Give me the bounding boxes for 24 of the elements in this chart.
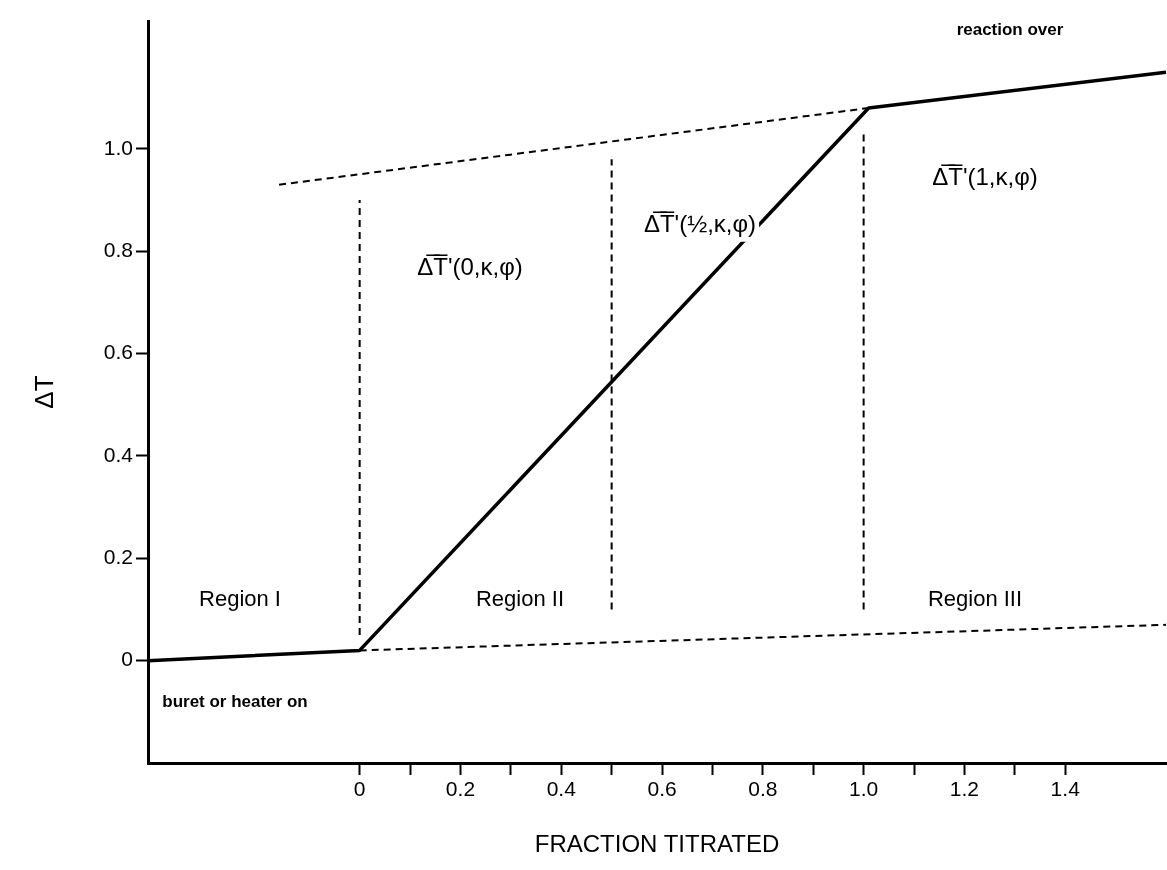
x-tick-label: 1.2 xyxy=(949,777,980,801)
annotation: Region III xyxy=(927,586,1023,612)
x-tick-label: 1.4 xyxy=(1050,777,1081,801)
x-tick-label: 0.6 xyxy=(647,777,677,801)
y-tick-label: 0.4 xyxy=(103,442,134,466)
annotation: Region I xyxy=(199,586,281,612)
x-tick-label: 0.8 xyxy=(748,777,778,801)
x-axis-title: FRACTION TITRATED xyxy=(534,830,780,858)
x-tick-label: 0 xyxy=(353,777,366,801)
x-tick-label: 0.2 xyxy=(445,777,476,801)
annotation: Δ̅T̅'(0,κ,φ) xyxy=(417,252,523,280)
y-tick-label: 1.0 xyxy=(103,135,133,159)
x-tick-label: 1.0 xyxy=(849,777,879,801)
y-tick-label: 0.6 xyxy=(103,340,133,364)
annotation: Δ̅T̅'(1,κ,φ) xyxy=(932,162,1038,190)
annotation: Region II xyxy=(475,586,565,612)
annotation: Δ̅T̅'(½,κ,φ) xyxy=(643,209,757,237)
y-tick-label: 0.2 xyxy=(103,545,133,569)
y-tick-label: 0 xyxy=(121,647,133,671)
y-tick-label: 0.8 xyxy=(103,238,133,262)
annotation: buret or heater on xyxy=(162,691,308,711)
annotation: reaction over xyxy=(956,19,1064,39)
y-axis-title: ΔT xyxy=(28,375,59,409)
x-tick-label: 0.4 xyxy=(546,777,577,801)
